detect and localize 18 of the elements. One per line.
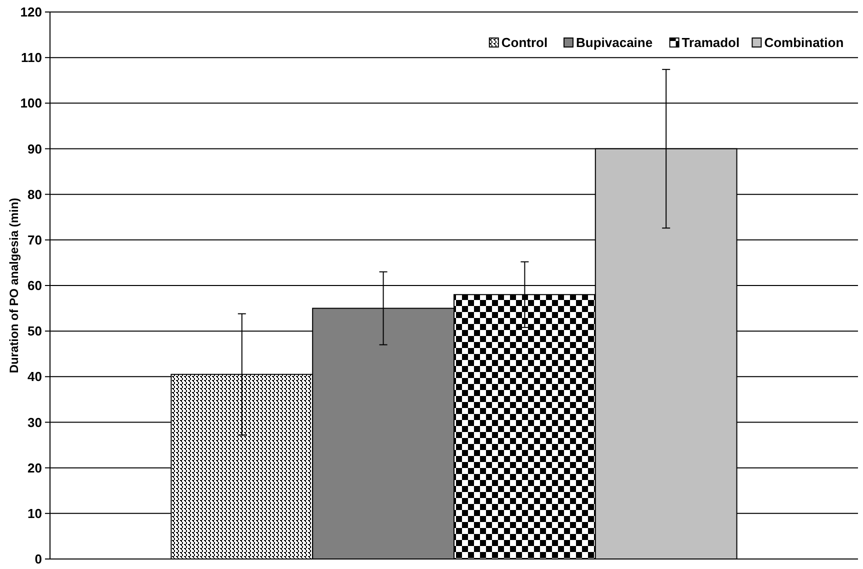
y-tick-label: 10 [28, 506, 42, 521]
legend-label: Control [501, 35, 548, 50]
y-tick-label: 90 [28, 141, 42, 156]
y-tick-label: 30 [28, 414, 42, 430]
y-tick-label: 100 [20, 96, 42, 111]
y-tick-label: 0 [34, 552, 42, 567]
y-tick-label: 40 [28, 369, 42, 384]
y-axis-title: Duration of PO analgesia (min) [7, 198, 21, 374]
legend-label: Tramadol [682, 35, 740, 50]
y-tick-label: 20 [28, 460, 42, 476]
y-tick-label: 60 [28, 278, 42, 294]
y-tick-label: 80 [28, 186, 42, 202]
y-tick-label: 110 [21, 50, 42, 66]
y-tick-label: 50 [28, 324, 42, 339]
legend-label: Combination [764, 35, 844, 50]
legend-label: Bupivacaine [576, 35, 653, 50]
y-tick-label: 70 [28, 232, 42, 248]
y-tick-label: 120 [20, 4, 42, 20]
